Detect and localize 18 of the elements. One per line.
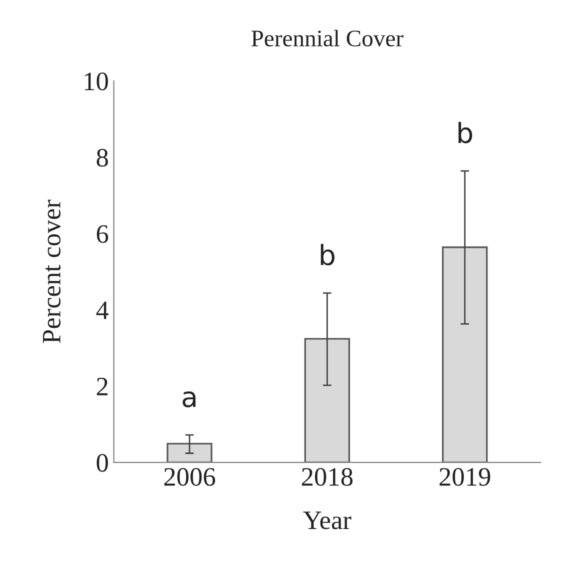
x-tick-label: 2019 <box>440 468 490 486</box>
chart-title: Perennial Cover <box>251 30 404 46</box>
y-tick-label: 6 <box>96 225 108 243</box>
x-tick-label: 2018 <box>302 468 353 486</box>
bar <box>442 246 488 462</box>
x-axis-title: Year <box>303 512 352 530</box>
bar <box>304 338 350 462</box>
y-tick-label: 4 <box>96 302 109 319</box>
y-tick-label: 8 <box>96 148 108 167</box>
y-axis-title: Percent cover <box>42 200 61 344</box>
y-tick-label: 0 <box>96 454 108 472</box>
y-tick-label: 10 <box>84 72 108 90</box>
y-tick-label: 2 <box>96 378 108 396</box>
x-tick-label: 2006 <box>164 468 216 486</box>
annotation: b <box>458 122 472 144</box>
annotation: b <box>320 244 334 266</box>
annotation: a <box>182 391 196 408</box>
bar <box>166 442 212 462</box>
